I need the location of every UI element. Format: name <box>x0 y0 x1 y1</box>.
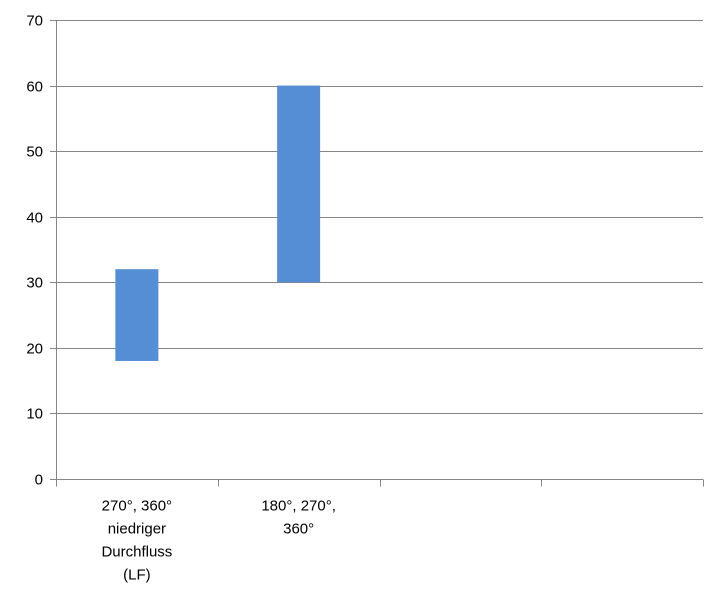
y-tick-label: 10 <box>26 406 43 423</box>
y-tick-label: 40 <box>26 210 43 227</box>
x-tick-label: (LF) <box>123 567 151 584</box>
bars <box>115 85 321 361</box>
y-tick-label: 70 <box>26 13 43 30</box>
x-tick-label: 270°, 360° <box>102 498 172 515</box>
bar-range <box>277 85 321 283</box>
x-tick-label: 360° <box>283 521 314 538</box>
bar-range <box>115 269 159 361</box>
x-tick-label: 180°, 270°, <box>261 498 336 515</box>
y-tick-label: 60 <box>26 79 43 96</box>
axes <box>50 20 704 487</box>
y-tick-label: 20 <box>26 341 43 358</box>
x-tick-label: Durchfluss <box>101 544 172 561</box>
gridlines <box>56 20 703 414</box>
y-tick-label: 0 <box>35 472 43 489</box>
tick-labels: 0 10 20 30 40 50 60 70 270°, 360° niedriger Durchf… <box>26 13 336 584</box>
x-tick-label: niedriger <box>108 521 166 538</box>
y-tick-label: 30 <box>26 275 43 292</box>
y-tick-label: 50 <box>26 144 43 161</box>
